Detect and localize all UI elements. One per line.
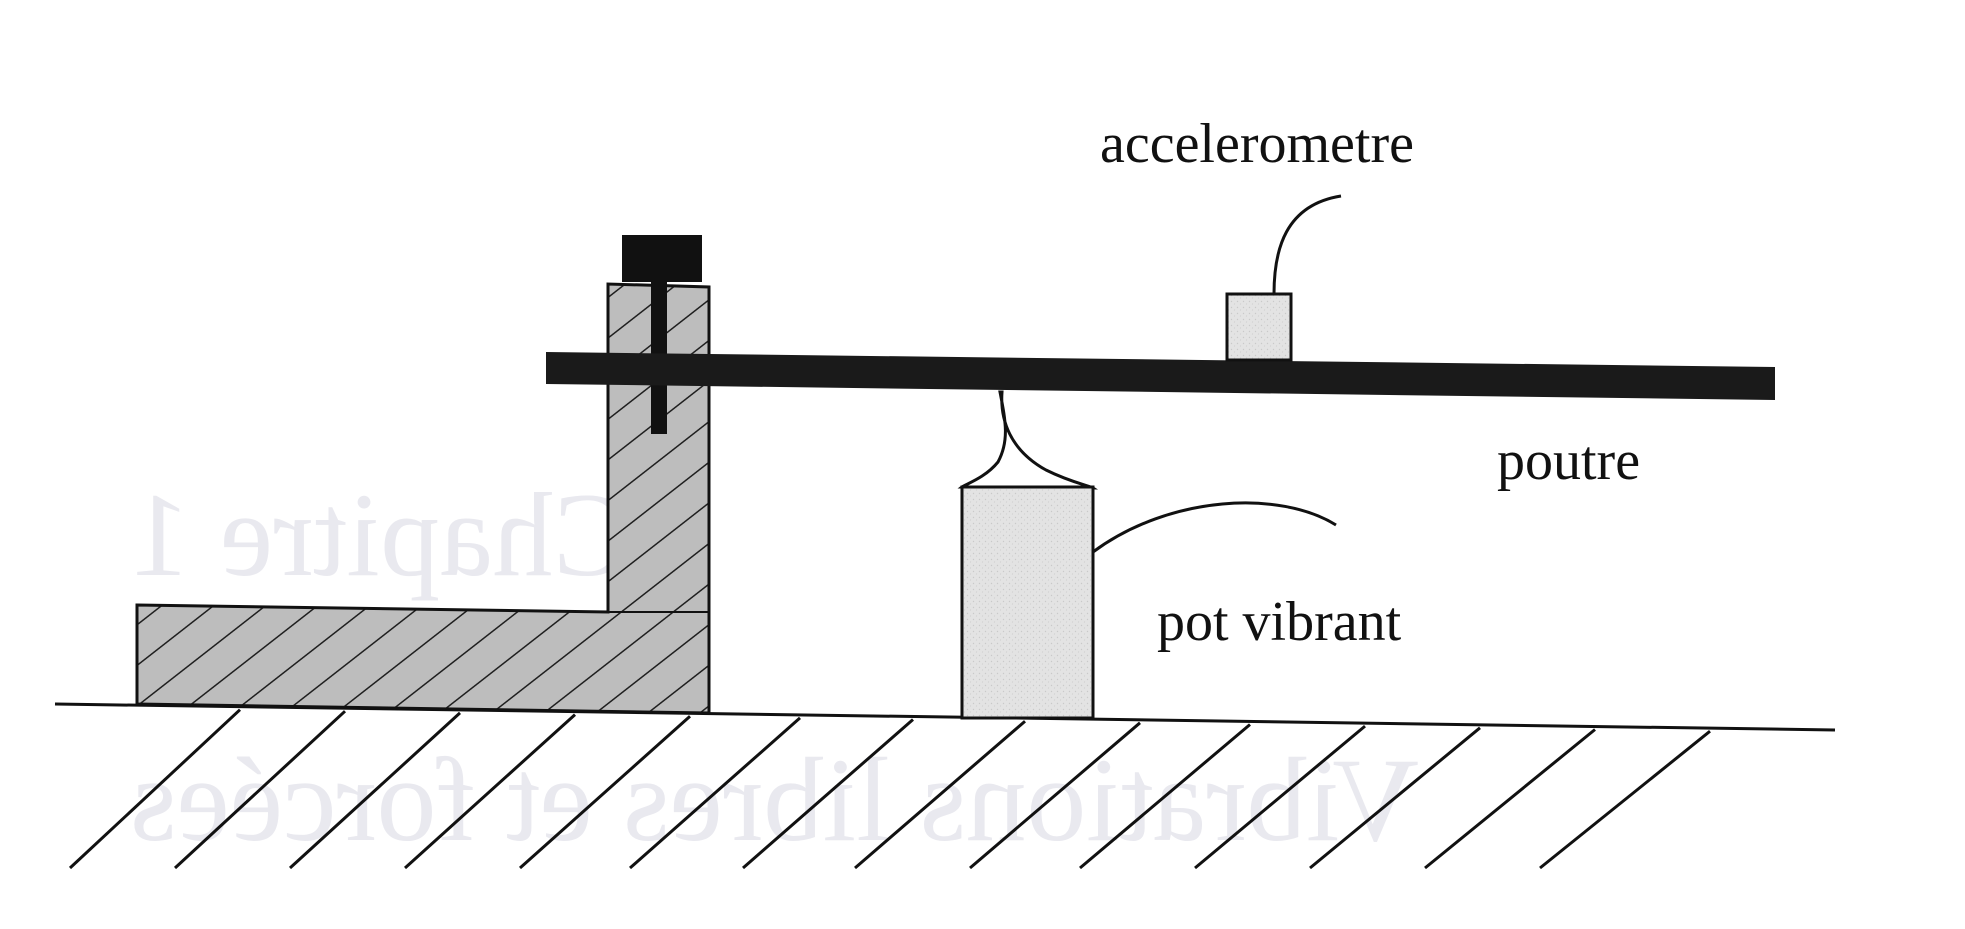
ground-hatch-line bbox=[854, 720, 1026, 870]
bolt-head bbox=[622, 235, 702, 282]
ground-hatch-line bbox=[629, 716, 801, 870]
ground-hatch-line bbox=[1539, 730, 1711, 870]
ghost-text: Chapitre 1 Vibrations libres et forcées bbox=[130, 468, 1419, 866]
shaker-body bbox=[960, 485, 1095, 720]
ghost-chapter-subtitle: Vibrations libres et forcées bbox=[130, 733, 1419, 866]
ground-hatch-line bbox=[1194, 724, 1366, 870]
shaker bbox=[957, 390, 1337, 720]
shaker-cable bbox=[1092, 501, 1337, 554]
ground-hatch-line bbox=[1309, 726, 1481, 870]
ground-hatch-line bbox=[68, 708, 242, 870]
ghost-chapter-title: Chapitre 1 bbox=[130, 468, 633, 601]
ground-hatch-line bbox=[1079, 723, 1251, 870]
accelerometer-cable bbox=[1272, 194, 1342, 295]
accelerometre-label: accelerometre bbox=[1100, 113, 1414, 175]
ground-hatch-line bbox=[1424, 728, 1596, 870]
ground-hatch-line bbox=[969, 721, 1141, 870]
accelerometer-body bbox=[1225, 292, 1293, 362]
ground-hatching bbox=[68, 708, 1711, 870]
pot-vibrant-label: pot vibrant bbox=[1157, 591, 1402, 653]
ground-hatch-line bbox=[742, 718, 914, 870]
shaker-stinger bbox=[957, 390, 1099, 490]
beam bbox=[546, 352, 1775, 400]
ground-hatch-line bbox=[403, 713, 577, 870]
ground-hatch-line bbox=[288, 711, 462, 870]
ground-hatch-line bbox=[173, 710, 347, 870]
ground-hatch-line bbox=[519, 715, 691, 870]
accelerometer bbox=[1225, 194, 1342, 362]
poutre-label: poutre bbox=[1497, 430, 1640, 492]
